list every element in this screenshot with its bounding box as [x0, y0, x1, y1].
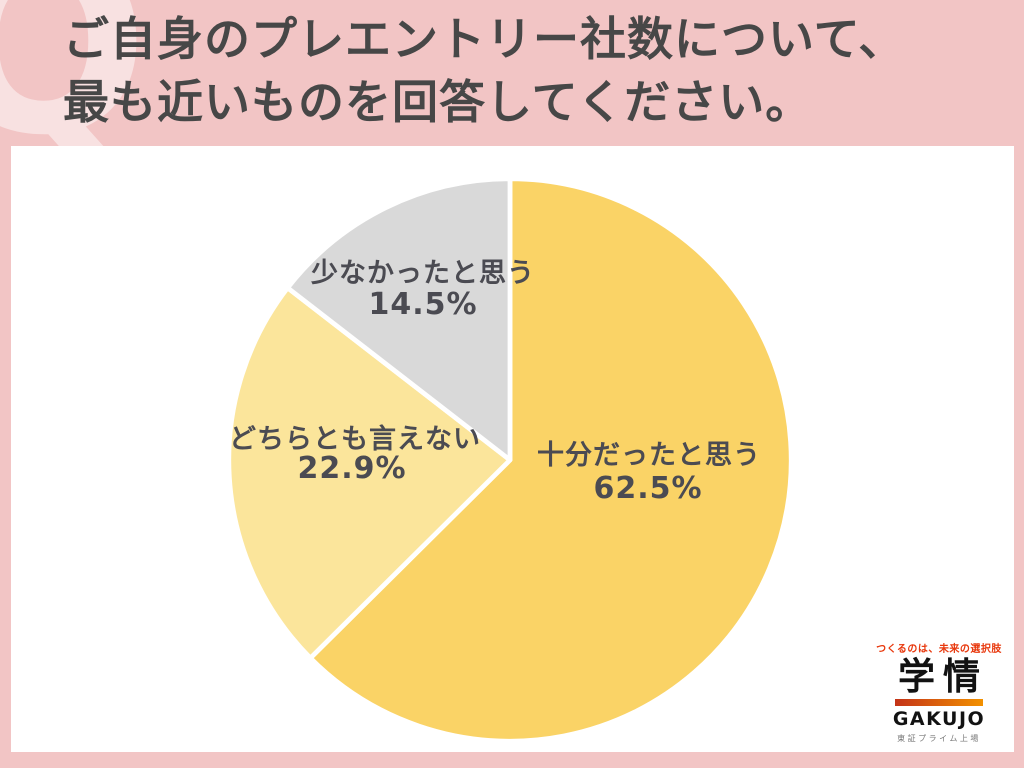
page-title: ご自身のプレエントリー社数について、 最も近いものを回答してください。 — [63, 8, 1013, 133]
pie-slice-1 — [226, 285, 513, 661]
page-title-line-1: ご自身のプレエントリー社数について、 — [63, 12, 906, 66]
logo-listing-text: 東証プライム上場 — [897, 734, 981, 743]
page-title-line-2: 最も近いものを回答してください。 — [63, 74, 813, 129]
logo-company-kanji: 学情 — [898, 655, 988, 698]
logo-company-roman: GAKUJO — [892, 708, 986, 730]
pie-slice-0 — [308, 176, 794, 744]
pie-chart: 十分だったと思う 62.5% どちらとも言えない 22.9% 少なかったと思う … — [225, 175, 795, 745]
pie-slice-2 — [285, 176, 513, 463]
pie-svg — [226, 176, 794, 744]
logo-tagline: つくるのは、未来の選択肢 — [876, 644, 1002, 655]
logo-gradient-bar — [895, 699, 983, 706]
chart-card: 十分だったと思う 62.5% どちらとも言えない 22.9% 少なかったと思う … — [11, 146, 1014, 752]
gakujo-logo: つくるのは、未来の選択肢 学情 GAKUJO 東証プライム上場 — [876, 640, 1001, 744]
